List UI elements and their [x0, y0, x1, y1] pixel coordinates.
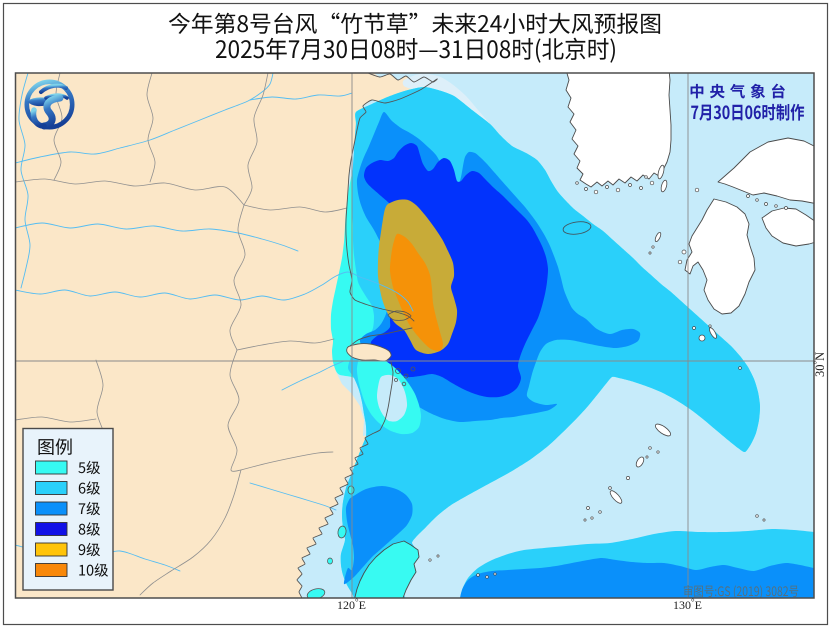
svg-text:120°E: 120°E [337, 597, 366, 612]
svg-text:30°N: 30°N [812, 352, 827, 377]
svg-text:130°E: 130°E [673, 597, 702, 612]
